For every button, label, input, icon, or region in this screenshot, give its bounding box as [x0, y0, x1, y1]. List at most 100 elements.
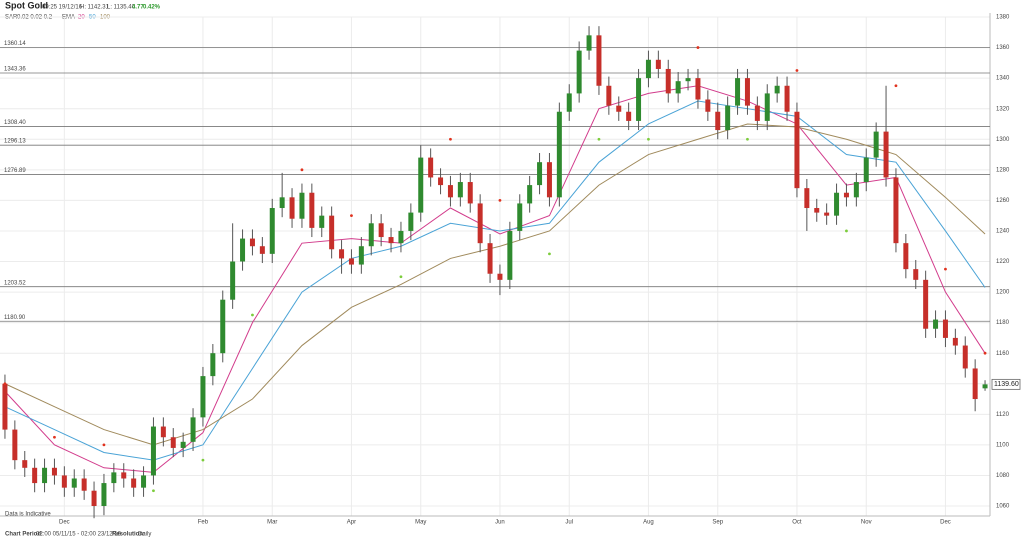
- x-tick-label: Nov: [861, 520, 872, 526]
- candle-body: [101, 483, 107, 506]
- ema-line: [4, 85, 986, 473]
- sar-dot: [449, 137, 452, 141]
- candle-body: [507, 230, 513, 280]
- candle-body: [972, 368, 978, 400]
- candle-body: [527, 185, 533, 204]
- candle-body: [150, 426, 156, 476]
- last-price-box: [991, 378, 1021, 390]
- candle-body: [546, 162, 552, 198]
- sar-dot: [251, 313, 254, 317]
- period-label: Chart Period:: [5, 532, 43, 538]
- candle-body: [933, 319, 939, 329]
- sar-params: 0.02 0.02 0.2: [17, 15, 53, 21]
- candle-body: [22, 460, 28, 468]
- sar-dot: [944, 267, 947, 271]
- candle-body: [259, 246, 265, 254]
- sar-label: SAR: [5, 15, 18, 21]
- candle-body: [764, 93, 770, 121]
- y-tick-label: 1260: [996, 198, 1010, 204]
- level-label: 1360.14: [4, 41, 26, 47]
- candle-body: [170, 437, 176, 448]
- candle-body: [408, 212, 414, 231]
- resolution: Daily: [138, 532, 151, 538]
- candle-body: [665, 68, 671, 94]
- sar-dot: [696, 46, 700, 49]
- sar-dot: [647, 137, 650, 141]
- sar-dot: [548, 252, 551, 256]
- candle-body: [220, 299, 226, 354]
- candle-body: [497, 273, 503, 280]
- candle-body: [626, 111, 632, 121]
- candle-body: [339, 249, 345, 259]
- x-tick-label: Jul: [565, 520, 573, 526]
- candle-body: [834, 192, 840, 216]
- candle-body: [695, 78, 701, 100]
- sar-dot: [3, 382, 7, 386]
- candle-body: [368, 223, 374, 247]
- candle-body: [675, 81, 681, 94]
- candle-body: [398, 230, 404, 244]
- candle-body: [843, 192, 849, 198]
- candle-body: [873, 131, 879, 158]
- candle-body: [487, 243, 493, 274]
- header-low: L: 1135.40: [107, 5, 136, 11]
- candle-body: [279, 197, 285, 209]
- sar-dot: [983, 351, 987, 355]
- candle-body: [12, 429, 18, 461]
- candle-body: [61, 475, 67, 488]
- candle-body: [606, 85, 612, 106]
- candle-body: [131, 478, 137, 488]
- x-tick-label: Mar: [267, 520, 277, 526]
- candle-body: [556, 111, 562, 198]
- y-tick-label: 1100: [996, 442, 1010, 448]
- candle-body: [111, 472, 117, 484]
- candle-body: [744, 78, 750, 106]
- candle-body: [141, 475, 147, 488]
- x-tick-label: Sep: [712, 520, 723, 526]
- sar-dot: [746, 137, 749, 141]
- x-tick-label: Jun: [495, 520, 505, 526]
- ema-line: [4, 123, 986, 446]
- sar-dot: [53, 435, 56, 439]
- legend-entry: 100: [100, 15, 111, 21]
- candle-body: [358, 246, 364, 265]
- y-tick-label: 1240: [996, 229, 1010, 235]
- ema-label: EMA: [62, 15, 75, 21]
- candle-body: [685, 78, 691, 82]
- candle-body: [537, 162, 543, 186]
- level-label: 1180.90: [4, 315, 26, 321]
- chart-title: Spot Gold: [5, 0, 48, 10]
- sar-dot: [498, 198, 502, 202]
- level-label: 1276.89: [4, 168, 26, 174]
- candle-body: [893, 177, 899, 244]
- candle-body: [655, 59, 661, 69]
- candle-body: [447, 185, 453, 198]
- x-tick-label: Feb: [198, 520, 209, 526]
- sar-dot: [102, 443, 106, 447]
- candle-body: [517, 203, 523, 231]
- candle-body: [903, 243, 909, 270]
- header-change: 4.77: [132, 5, 144, 11]
- candle-body: [32, 467, 38, 484]
- y-tick-label: 1300: [996, 137, 1010, 143]
- candle-body: [982, 384, 988, 389]
- y-tick-label: 1220: [996, 259, 1010, 265]
- candle-body: [824, 212, 830, 216]
- candle-body: [319, 215, 325, 228]
- candle-body: [42, 467, 48, 484]
- candle-body: [923, 279, 929, 329]
- candle-body: [596, 35, 602, 86]
- candle-body: [863, 157, 869, 183]
- sar-dot: [795, 69, 799, 72]
- level-label: 1308.40: [4, 120, 26, 126]
- candle-body: [190, 417, 196, 442]
- candle-body: [942, 319, 948, 338]
- header-time: 09:25 19/12/16: [42, 5, 83, 11]
- candle-body: [477, 203, 483, 244]
- y-tick-label: 1360: [996, 45, 1010, 51]
- candle-body: [735, 78, 741, 106]
- candle-body: [645, 59, 651, 79]
- candle-body: [329, 215, 335, 250]
- candle-body: [794, 111, 800, 189]
